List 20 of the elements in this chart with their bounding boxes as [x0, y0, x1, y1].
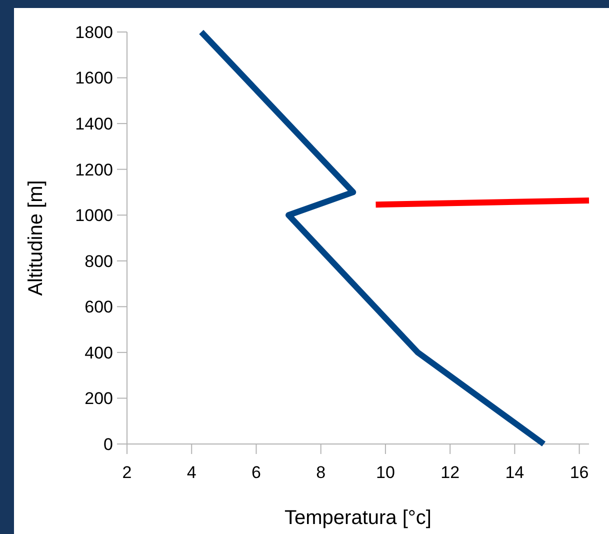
y-tick-label: 400	[84, 343, 113, 362]
x-axis-title: Temperatura [°c]	[284, 507, 432, 529]
x-tick-label: 16	[570, 463, 589, 482]
x-tick-label: 14	[505, 463, 524, 482]
y-tick-label: 1400	[75, 114, 113, 134]
y-tick-label: 1000	[75, 206, 113, 226]
y-tick-label: 1600	[75, 68, 113, 88]
x-tick-label: 2	[122, 463, 132, 482]
y-tick-label: 0	[104, 434, 113, 454]
x-tick-label: 4	[186, 463, 196, 482]
y-tick-label: 1800	[75, 22, 113, 42]
y-tick-label: 800	[84, 252, 113, 271]
y-tick-label: 1200	[75, 160, 113, 180]
y-tick-label: 200	[84, 389, 113, 408]
x-tick-label: 12	[440, 463, 460, 482]
x-tick-label: 10	[376, 463, 395, 482]
y-tick-label: 600	[84, 298, 113, 317]
x-tick-label: 8	[316, 463, 326, 482]
y-axis-title: Altitudine [m]	[25, 180, 47, 296]
x-tick-label: 6	[251, 463, 261, 482]
